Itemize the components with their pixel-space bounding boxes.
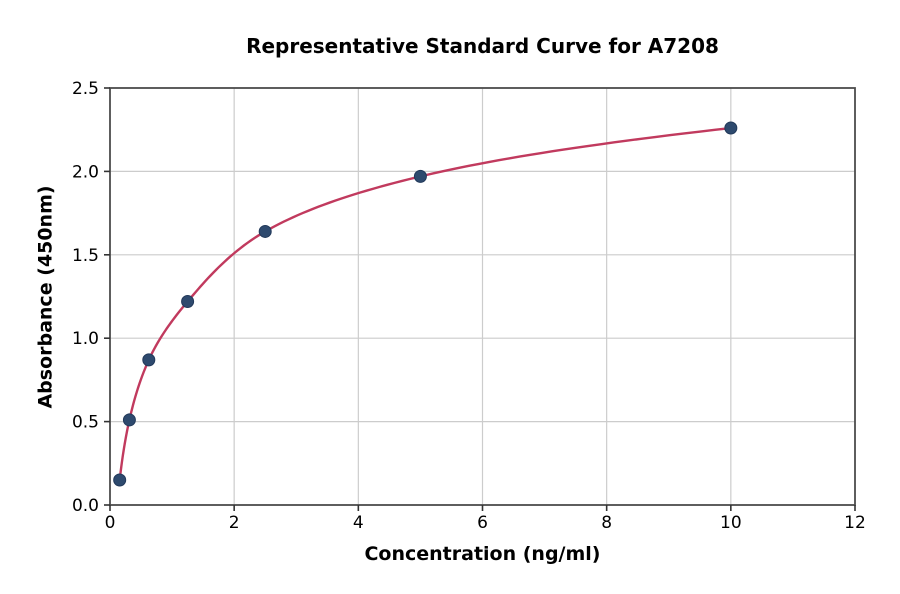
x-tick-label: 12 xyxy=(844,513,866,533)
x-axis-label: Concentration (ng/ml) xyxy=(364,543,601,565)
y-tick-label: 1.0 xyxy=(72,329,99,349)
data-point xyxy=(413,169,427,183)
y-tick-label: 2.5 xyxy=(72,79,99,99)
data-point xyxy=(122,413,136,427)
data-point xyxy=(258,224,272,238)
data-point xyxy=(142,353,156,367)
fitted-curve xyxy=(118,126,733,482)
x-tick-label: 2 xyxy=(229,513,240,533)
x-tick-label: 8 xyxy=(601,513,612,533)
data-point xyxy=(113,473,127,487)
x-tick-label: 10 xyxy=(720,513,742,533)
x-tick-label: 6 xyxy=(477,513,488,533)
data-point xyxy=(181,295,195,309)
data-point xyxy=(724,121,738,135)
x-tick-label: 4 xyxy=(353,513,364,533)
x-tick-label: 0 xyxy=(105,513,116,533)
y-tick-label: 1.5 xyxy=(72,246,99,266)
y-tick-label: 0.0 xyxy=(72,496,99,516)
y-tick-label: 2.0 xyxy=(72,162,99,182)
y-tick-label: 0.5 xyxy=(72,413,99,433)
chart-title: Representative Standard Curve for A7208 xyxy=(246,34,719,58)
